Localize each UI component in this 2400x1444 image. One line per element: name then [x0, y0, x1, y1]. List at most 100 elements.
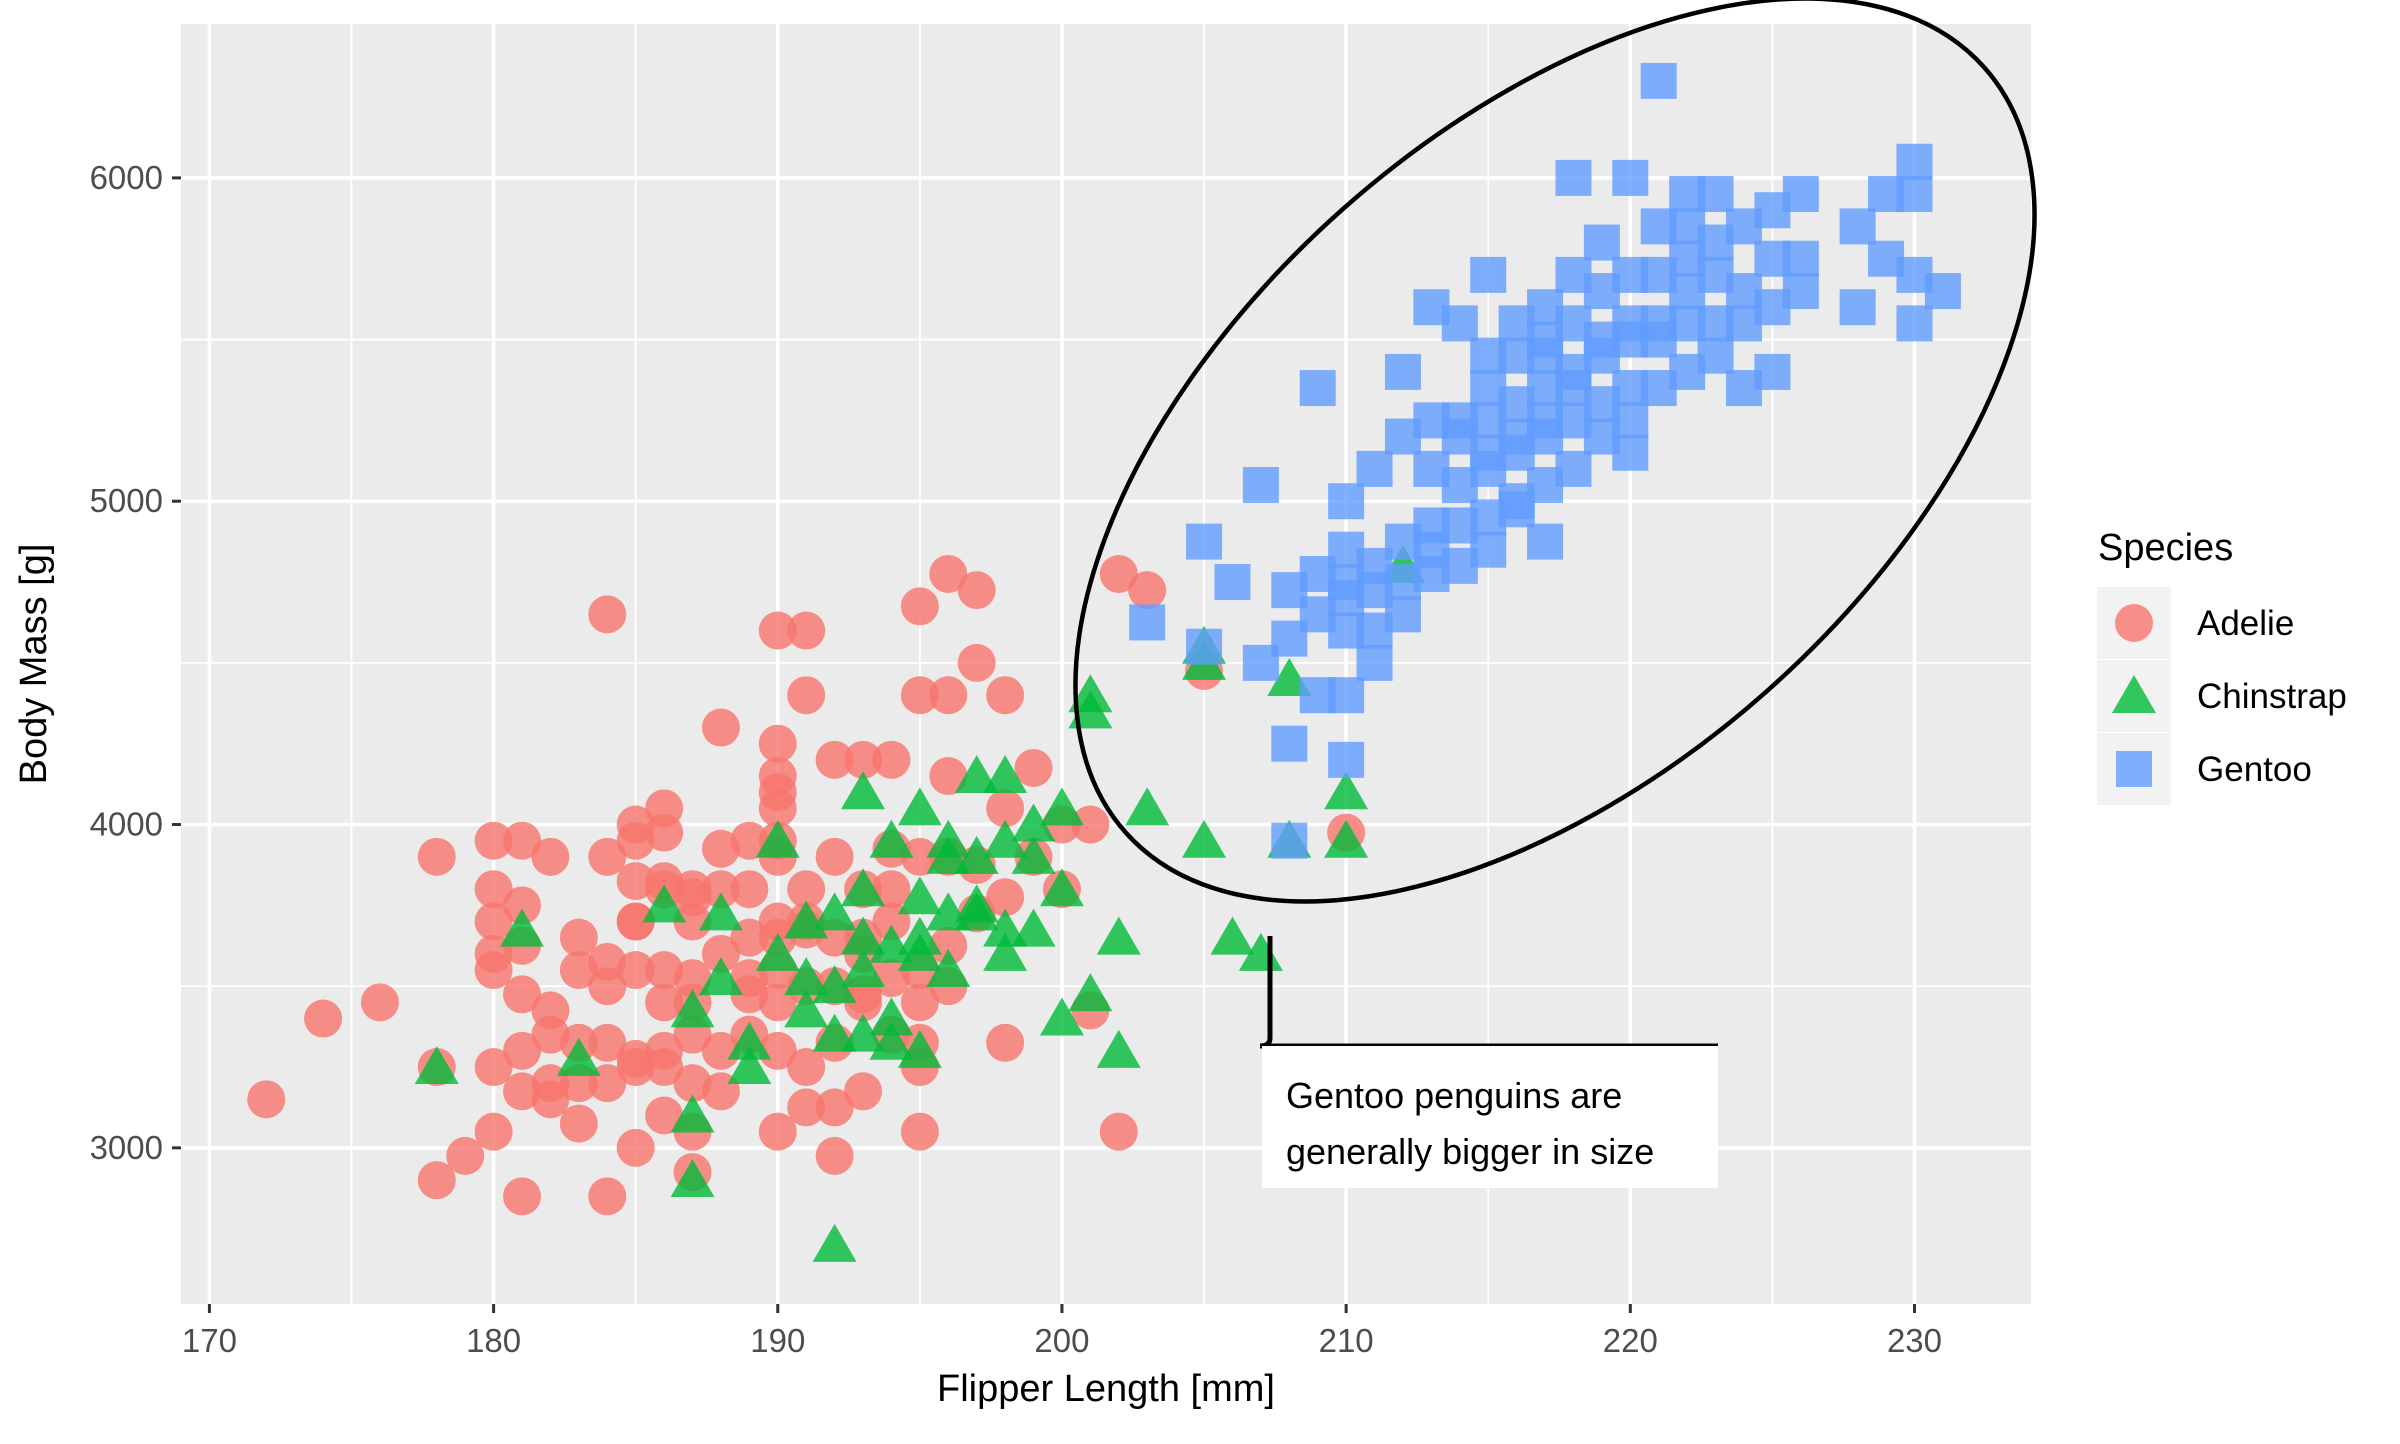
- data-point-square: [2116, 751, 2152, 787]
- data-point-triangle: [670, 1159, 715, 1198]
- data-point-triangle: [1039, 997, 1084, 1036]
- data-point-circle: [844, 740, 883, 779]
- data-point-circle: [957, 643, 996, 682]
- data-point-circle: [474, 1112, 513, 1151]
- data-point-circle: [645, 813, 684, 852]
- data-point-triangle: [1096, 1029, 1141, 1068]
- data-point-circle: [701, 934, 740, 973]
- data-point-triangle: [983, 908, 1028, 947]
- data-point-square: [1839, 208, 1876, 245]
- data-point-circle: [758, 1112, 797, 1151]
- data-point-triangle: [755, 932, 800, 971]
- x-axis-ticks: 170 180 190 200 210 220 230: [182, 1304, 1942, 1359]
- data-point-circle: [588, 1177, 627, 1216]
- data-point-square: [1640, 62, 1677, 99]
- data-point-circle: [304, 999, 343, 1038]
- data-point-circle: [616, 902, 655, 941]
- data-point-triangle: [784, 989, 829, 1028]
- data-point-square: [1186, 628, 1223, 665]
- y-tick-label: 5000: [90, 482, 163, 519]
- data-point-square: [1356, 644, 1393, 681]
- data-point-circle: [872, 870, 911, 909]
- data-point-circle: [957, 571, 996, 610]
- data-point-circle: [900, 676, 939, 715]
- data-point-triangle: [926, 819, 971, 858]
- data-point-triangle: [983, 932, 1028, 971]
- data-point-square: [1186, 523, 1223, 560]
- data-point-triangle: [698, 892, 743, 931]
- data-point-circle: [360, 983, 399, 1022]
- data-point-circle: [787, 676, 826, 715]
- data-point-square: [1896, 143, 1933, 180]
- data-point-triangle: [500, 908, 545, 947]
- data-point-circle: [645, 1048, 684, 1087]
- data-point-triangle: [954, 755, 999, 794]
- data-point-triangle: [869, 819, 914, 858]
- data-point-square: [1299, 370, 1336, 407]
- legend-title: Species: [2098, 527, 2233, 569]
- data-point-square: [1470, 531, 1507, 568]
- series-gentoo-points: [1129, 62, 1961, 859]
- data-point-circle: [2115, 604, 2153, 642]
- data-point-square: [1384, 353, 1421, 390]
- y-axis-title: Body Mass [g]: [13, 544, 55, 785]
- data-point-circle: [787, 1048, 826, 1087]
- data-point-circle: [588, 595, 627, 634]
- data-point-circle: [929, 554, 968, 593]
- data-point-circle: [559, 918, 598, 957]
- data-point-square: [1242, 467, 1279, 504]
- data-point-square: [1441, 305, 1478, 342]
- data-point-circle: [645, 983, 684, 1022]
- data-point-circle: [417, 837, 456, 876]
- data-point-square: [1527, 523, 1564, 560]
- data-point-circle: [787, 870, 826, 909]
- data-point-square: [1328, 741, 1365, 778]
- legend-label-gentoo: Gentoo: [2197, 750, 2312, 789]
- data-point-triangle: [897, 787, 942, 826]
- data-point-triangle: [869, 1021, 914, 1060]
- data-point-circle: [815, 837, 854, 876]
- data-point-square: [1612, 434, 1649, 471]
- data-point-circle: [503, 1031, 542, 1070]
- data-point-triangle: [1039, 787, 1084, 826]
- data-point-circle: [503, 821, 542, 860]
- data-point-circle: [986, 878, 1025, 917]
- data-point-triangle: [1011, 908, 1056, 947]
- y-axis-ticks: 3000 4000 5000 6000: [90, 159, 181, 1166]
- data-point-circle: [815, 1088, 854, 1127]
- data-point-circle: [701, 870, 740, 909]
- data-point-circle: [673, 959, 712, 998]
- data-point-square: [1555, 159, 1592, 196]
- data-point-triangle: [727, 1021, 772, 1060]
- data-point-triangle: [954, 835, 999, 874]
- data-point-triangle: [983, 819, 1028, 858]
- callout-pointer-line: [1259, 936, 1718, 1049]
- data-point-triangle: [812, 892, 857, 931]
- data-point-square: [1697, 176, 1734, 213]
- data-point-triangle: [670, 1094, 715, 1133]
- x-tick-label: 230: [1887, 1322, 1942, 1359]
- data-point-circle: [787, 1088, 826, 1127]
- data-point-triangle: [1039, 868, 1084, 907]
- data-point-circle: [758, 611, 797, 650]
- data-point-circle: [474, 1048, 513, 1087]
- data-point-triangle: [897, 876, 942, 915]
- legend-keys: Adelie Chinstrap Gentoo: [2097, 587, 2347, 805]
- x-tick-label: 190: [750, 1322, 805, 1359]
- data-point-triangle: [983, 755, 1028, 794]
- data-point-square: [1896, 305, 1933, 342]
- data-point-circle: [730, 870, 769, 909]
- data-point-circle: [986, 1023, 1025, 1062]
- data-point-circle: [616, 951, 655, 990]
- data-point-triangle: [1182, 819, 1227, 858]
- data-point-triangle: [841, 771, 886, 810]
- data-point-circle: [446, 1136, 485, 1175]
- data-point-triangle: [1324, 771, 1369, 810]
- data-point-triangle: [897, 1029, 942, 1068]
- data-point-triangle: [670, 989, 715, 1028]
- data-point-circle: [616, 1128, 655, 1167]
- data-point-circle: [900, 1112, 939, 1151]
- data-point-triangle: [1011, 803, 1056, 842]
- data-point-square: [1356, 450, 1393, 487]
- data-point-circle: [474, 870, 513, 909]
